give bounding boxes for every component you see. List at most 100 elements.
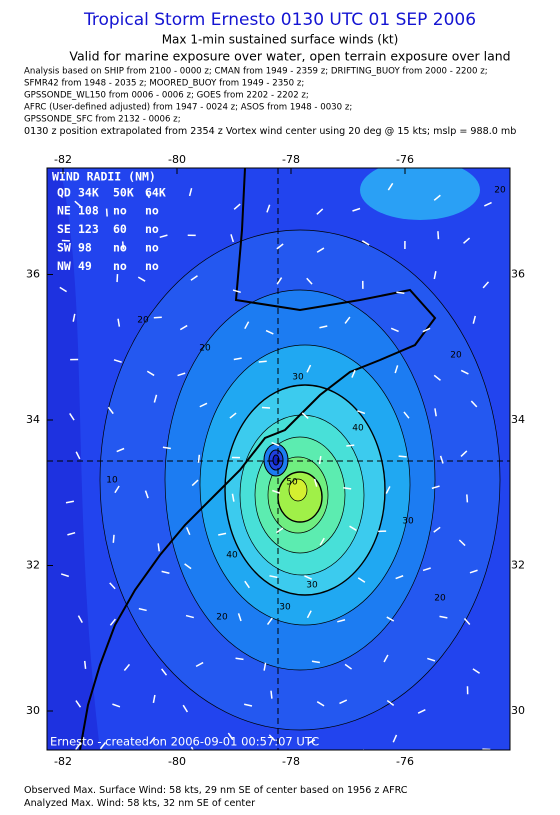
wind-barb	[439, 455, 444, 464]
contour-label: 20	[434, 594, 446, 604]
wind-barb	[65, 500, 74, 504]
radii-cell: 123	[78, 222, 99, 236]
wind-barb	[472, 315, 477, 324]
contour-label: 50	[286, 478, 298, 488]
lat-label: 34	[511, 413, 525, 426]
lon-label: -80	[168, 755, 186, 768]
wind-barb	[83, 660, 87, 669]
radii-cell: 98	[78, 241, 92, 255]
lon-label: -82	[54, 153, 72, 166]
analysis-line: AFRC (User-defined adjusted) from 1947 -…	[24, 103, 352, 113]
wind-barb	[162, 446, 171, 450]
wind-barb	[197, 454, 201, 463]
wind-field	[47, 168, 510, 750]
wind-barb	[227, 732, 234, 741]
contour-label: 20	[137, 316, 149, 326]
analysis-line: Analysis based on SHIP from 2100 - 0000 …	[24, 67, 488, 77]
wind-barb	[266, 617, 273, 626]
wind-barb	[184, 563, 192, 570]
wind-barb	[439, 615, 448, 619]
radii-cell: no	[145, 259, 159, 273]
contour-label: 30	[306, 581, 318, 591]
radii-cell: no	[113, 241, 127, 255]
wind-barb	[357, 577, 366, 583]
position-note: 0130 z position extrapolated from 2354 z…	[24, 126, 516, 137]
wind-barb	[263, 662, 267, 671]
radii-title: WIND RADII (NM)	[52, 170, 156, 184]
radii-cell: SE	[57, 222, 71, 236]
wind-barb	[304, 575, 313, 580]
wind-barb	[237, 613, 242, 622]
wind-barb	[306, 610, 312, 619]
wind-barb	[349, 525, 357, 531]
lat-label: 34	[26, 413, 40, 426]
lon-label: -76	[396, 755, 414, 768]
lat-label: 30	[26, 704, 40, 717]
contour-label: 30	[292, 373, 304, 383]
radii-cell: no	[145, 204, 159, 218]
wind-barb	[72, 313, 76, 322]
wind-barb	[138, 607, 147, 612]
radii-cell: NE	[57, 204, 71, 218]
wind-barb	[343, 487, 352, 490]
radii-cell: no	[113, 204, 127, 218]
wind-barb	[109, 582, 116, 590]
wind-barb	[152, 694, 156, 704]
wind-barb	[339, 699, 348, 705]
lon-label: -82	[54, 755, 72, 768]
wind-barb	[60, 573, 70, 578]
wind-barb	[59, 286, 67, 293]
wind-barb	[433, 526, 441, 533]
wind-barb	[112, 703, 121, 708]
wind-barb	[386, 699, 395, 706]
radii-cell: no	[113, 259, 127, 273]
wind-barb	[458, 539, 466, 547]
wind-barb	[316, 208, 324, 215]
radii-header: 50K	[113, 186, 134, 200]
lat-label: 36	[26, 268, 40, 281]
wind-barb	[352, 207, 361, 212]
wind-barb	[460, 450, 468, 457]
wind-barb	[67, 531, 76, 536]
radii-cell: no	[145, 241, 159, 255]
wind-barb	[301, 412, 309, 419]
wind-barb	[159, 234, 168, 239]
contour-label: 40	[352, 424, 364, 434]
wind-barb	[218, 532, 227, 536]
subtitle: Max 1-min sustained surface winds (kt)	[162, 33, 399, 47]
footer-line: Analyzed Max. Wind: 58 kts, 32 nm SE of …	[24, 798, 255, 809]
wind-barb	[161, 570, 170, 574]
wind-barb	[433, 374, 441, 381]
wind-barb	[398, 455, 407, 458]
wind-barb	[182, 704, 189, 713]
radii-cell: 60	[113, 222, 127, 236]
wind-barb	[383, 654, 389, 663]
wind-barb	[386, 616, 395, 622]
contour-label: 20	[216, 613, 228, 623]
wind-barb	[361, 240, 370, 246]
wind-barb	[390, 327, 399, 333]
wind-barb	[265, 329, 274, 335]
lat-label: 32	[511, 559, 525, 572]
wind-barb	[272, 489, 281, 494]
wind-barb	[396, 291, 405, 294]
wind-barb	[146, 370, 155, 377]
wind-barb	[269, 575, 278, 579]
contour-label: 30	[279, 603, 291, 613]
wind-barb	[74, 200, 82, 208]
wind-barb	[319, 325, 328, 329]
wind-barb	[470, 400, 478, 408]
wind-barb	[463, 237, 471, 244]
wind-barb	[484, 201, 492, 207]
wind-barb	[469, 569, 478, 574]
radii-cell: NW	[57, 259, 71, 273]
title: Tropical Storm Ernesto 0130 UTC 01 SEP 2…	[83, 10, 476, 30]
wind-barb	[351, 369, 356, 378]
lat-label: 32	[26, 559, 40, 572]
analysis-line: GPSSONDE_WL150 from 0006 - 0006 z; GOES …	[24, 91, 309, 101]
wind-barb	[179, 324, 188, 331]
wind-barb	[69, 413, 75, 421]
wind-barb	[145, 190, 150, 199]
wind-barb	[482, 281, 490, 289]
radii-cell: SW	[57, 241, 71, 255]
